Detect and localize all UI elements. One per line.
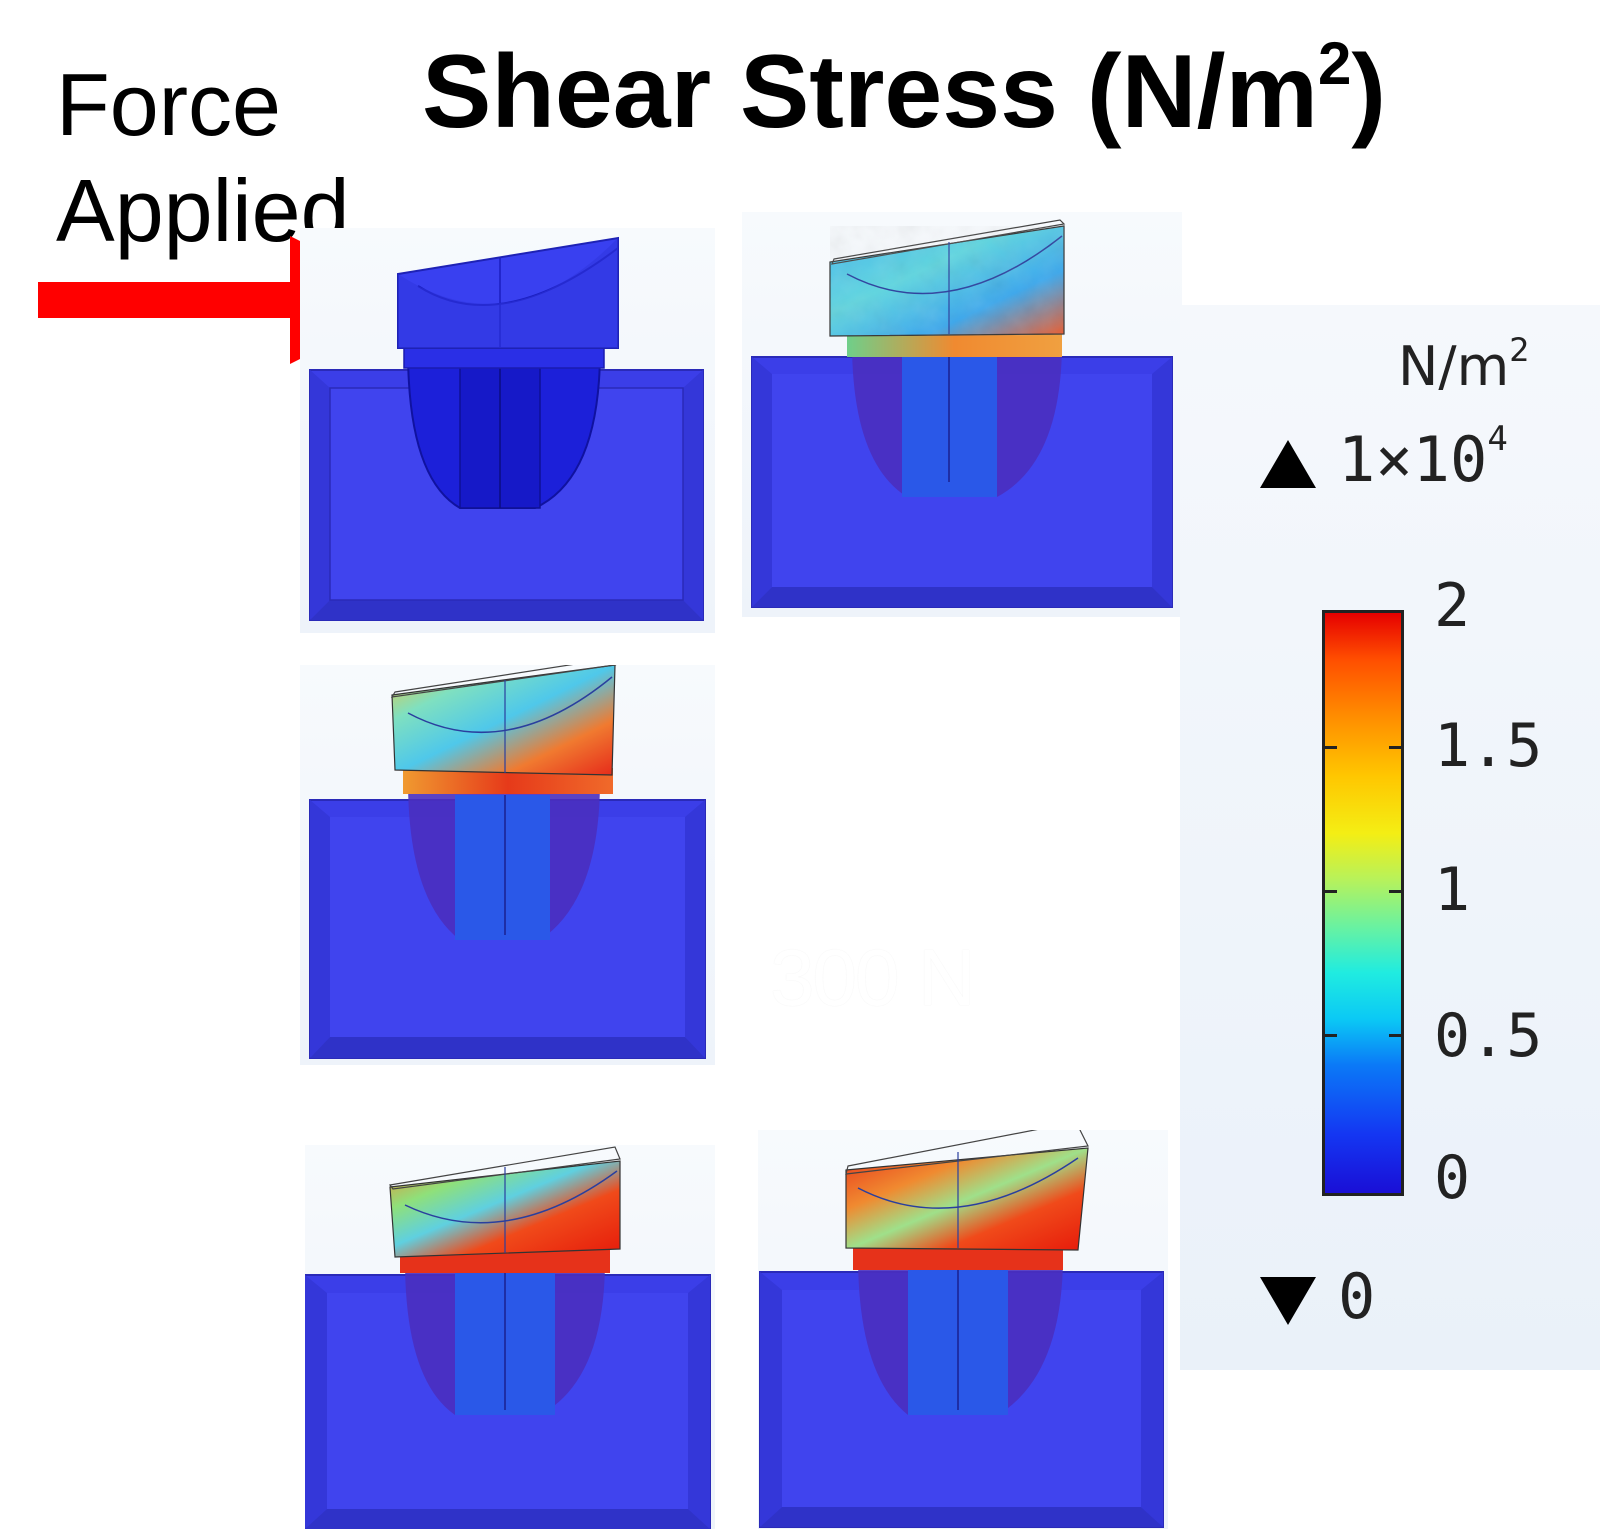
color-legend: N/m2 1×104 2 1.5 1 0.5 0 0 xyxy=(1180,305,1600,1370)
triangle-down-icon xyxy=(1260,1276,1316,1325)
colorbar-label-1: 1 xyxy=(1434,855,1471,925)
legend-unit: N/m2 xyxy=(1398,331,1530,398)
figure-title: Shear Stress (N/m2) xyxy=(422,34,1386,145)
colorbar-tick xyxy=(1389,1034,1401,1037)
legend-max-exponent: 4 xyxy=(1487,419,1508,459)
colorbar-label-0: 0 xyxy=(1434,1143,1471,1213)
figure-title-close: ) xyxy=(1351,34,1386,150)
colorbar-label-2: 2 xyxy=(1434,571,1471,641)
simulation-panel-3 xyxy=(300,665,715,1065)
triangle-up-icon xyxy=(1260,439,1316,488)
legend-unit-text: N/m xyxy=(1398,335,1510,398)
force-applied-label: Force Applied xyxy=(56,52,350,264)
colorbar-label-0-5: 0.5 xyxy=(1434,1001,1543,1071)
legend-unit-sup: 2 xyxy=(1509,331,1530,369)
colorbar-tick xyxy=(1389,890,1401,893)
simulation-panel-5 xyxy=(758,1130,1168,1529)
faint-load-label: 300 N xyxy=(770,933,975,1022)
colorbar-tick xyxy=(1325,746,1337,749)
colorbar-tick xyxy=(1325,1034,1337,1037)
legend-max: 1×104 xyxy=(1260,419,1508,496)
colorbar-tick xyxy=(1389,746,1401,749)
figure-title-superscript: 2 xyxy=(1317,30,1352,97)
colorbar xyxy=(1322,610,1404,1196)
colorbar-tick xyxy=(1325,890,1337,893)
legend-min-value: 0 xyxy=(1338,1260,1376,1333)
simulation-panel-2 xyxy=(742,212,1182,617)
colorbar-label-1-5: 1.5 xyxy=(1434,711,1543,781)
legend-max-value: 1×10 xyxy=(1338,423,1488,496)
force-label-line1: Force xyxy=(56,55,281,154)
simulation-panel-1 xyxy=(300,228,715,633)
figure-title-text: Shear Stress (N/m xyxy=(422,34,1318,150)
simulation-panel-4 xyxy=(305,1145,715,1529)
legend-min: 0 xyxy=(1260,1260,1375,1333)
